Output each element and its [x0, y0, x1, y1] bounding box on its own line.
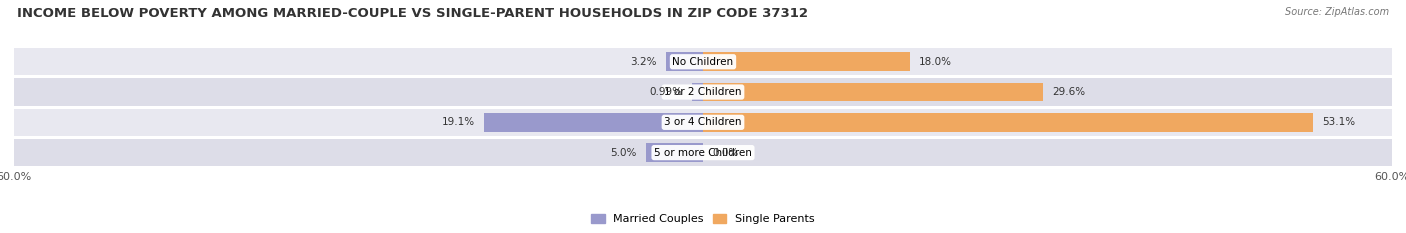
Text: INCOME BELOW POVERTY AMONG MARRIED-COUPLE VS SINGLE-PARENT HOUSEHOLDS IN ZIP COD: INCOME BELOW POVERTY AMONG MARRIED-COUPL… [17, 7, 808, 20]
Text: 0.0%: 0.0% [713, 148, 738, 158]
Text: No Children: No Children [672, 57, 734, 67]
Text: 18.0%: 18.0% [920, 57, 952, 67]
Bar [703, 113, 1313, 132]
Bar [645, 143, 703, 162]
Bar [14, 139, 1392, 166]
Bar [14, 78, 1392, 106]
Text: 3.2%: 3.2% [630, 57, 657, 67]
Bar [692, 83, 703, 101]
Bar [703, 52, 910, 71]
Bar [703, 83, 1043, 101]
Text: 29.6%: 29.6% [1052, 87, 1085, 97]
Legend: Married Couples, Single Parents: Married Couples, Single Parents [586, 209, 820, 229]
Text: 5 or more Children: 5 or more Children [654, 148, 752, 158]
Text: Source: ZipAtlas.com: Source: ZipAtlas.com [1285, 7, 1389, 17]
Bar [484, 113, 703, 132]
Bar [14, 48, 1392, 75]
Text: 53.1%: 53.1% [1322, 117, 1355, 127]
Bar [14, 109, 1392, 136]
Bar [666, 52, 703, 71]
Text: 5.0%: 5.0% [610, 148, 637, 158]
Text: 1 or 2 Children: 1 or 2 Children [664, 87, 742, 97]
Text: 19.1%: 19.1% [441, 117, 474, 127]
Text: 3 or 4 Children: 3 or 4 Children [664, 117, 742, 127]
Text: 0.99%: 0.99% [650, 87, 682, 97]
